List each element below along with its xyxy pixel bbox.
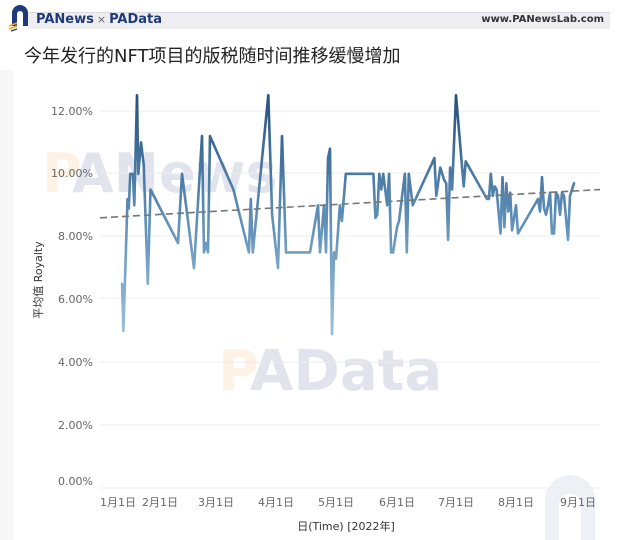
x-tick: 8月1日 [498,496,534,509]
watermark-padata: P AData [218,339,442,404]
header-bar [28,12,610,29]
y-tick: 8.00% [58,230,93,243]
panews-logo-icon [8,5,28,32]
y-axis-label: 平均值 Royalty [32,241,45,319]
y-axis: 12.00% 10.00% 8.00% 6.00% 4.00% 2.00% 0.… [32,105,93,488]
royalty-series-line [120,94,576,336]
watermark-logo-icon [545,475,595,540]
x-tick: 4月1日 [258,496,294,509]
watermark-p: P [42,142,82,205]
x-axis: 1月1日 2月1日 3月1日 4月1日 5月1日 6月1日 7月1日 8月1日 … [100,496,596,533]
watermark-p2: P [218,339,259,404]
chart-title: 今年发行的NFT项目的版税随时间推移缓慢增加 [24,46,401,67]
left-margin [0,70,14,540]
site-url: www.PANewsLab.com [481,14,604,25]
watermark-padata-text: AData [250,339,442,404]
y-tick: 12.00% [51,105,93,118]
y-tick: 10.00% [51,167,93,180]
x-axis-label: 日(Time) [2022年] [297,519,395,533]
x-tick: 1月1日 [100,496,136,509]
y-tick: 6.00% [58,293,93,306]
x-tick: 2月1日 [142,496,178,509]
y-tick: 0.00% [58,475,93,488]
brand-panews: PANews [36,12,94,27]
x-tick: 6月1日 [379,496,415,509]
x-tick: 3月1日 [198,496,234,509]
y-tick: 2.00% [58,419,93,432]
brand-padata: PAData [109,12,163,27]
brand-separator: × [96,13,107,26]
x-tick: 7月1日 [438,496,474,509]
trend-line [99,188,601,219]
brand: PANews × PAData [36,12,162,27]
x-tick: 9月1日 [560,496,596,509]
x-tick: 5月1日 [318,496,354,509]
y-tick: 4.00% [58,356,93,369]
